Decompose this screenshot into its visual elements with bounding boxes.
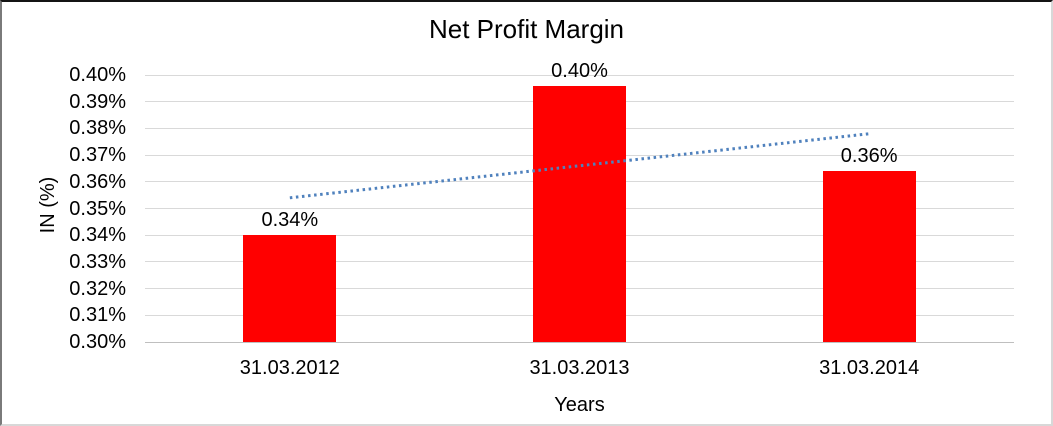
bar-data-label: 0.40%	[551, 59, 608, 82]
bar	[533, 85, 626, 342]
gridline	[145, 74, 1014, 76]
bar-data-label: 0.34%	[261, 209, 319, 232]
y-tick-label: 0.36%	[69, 170, 126, 193]
y-tick-label: 0.30%	[69, 331, 126, 353]
bar	[243, 235, 337, 342]
x-axis-title: Years	[554, 394, 605, 416]
y-tick-label: 0.34%	[69, 224, 126, 247]
x-axis-line	[145, 341, 1014, 343]
bar-data-label: 0.36%	[840, 145, 898, 168]
y-tick-label: 0.38%	[69, 117, 126, 140]
y-tick-label: 0.40%	[69, 64, 126, 86]
y-tick-label: 0.31%	[69, 304, 126, 327]
chart-title: Net Profit Margin	[428, 14, 625, 44]
bar	[822, 171, 916, 342]
y-tick-label: 0.35%	[69, 197, 126, 220]
y-tick-label: 0.39%	[69, 90, 126, 113]
x-tick-label: 31.03.2012	[239, 357, 340, 379]
x-tick-label: 31.03.2013	[529, 357, 630, 379]
y-tick-label: 0.37%	[69, 144, 126, 167]
x-tick-label: 31.03.2014	[819, 357, 920, 379]
y-tick-label: 0.33%	[69, 250, 126, 273]
y-tick-label: 0.32%	[69, 277, 126, 300]
